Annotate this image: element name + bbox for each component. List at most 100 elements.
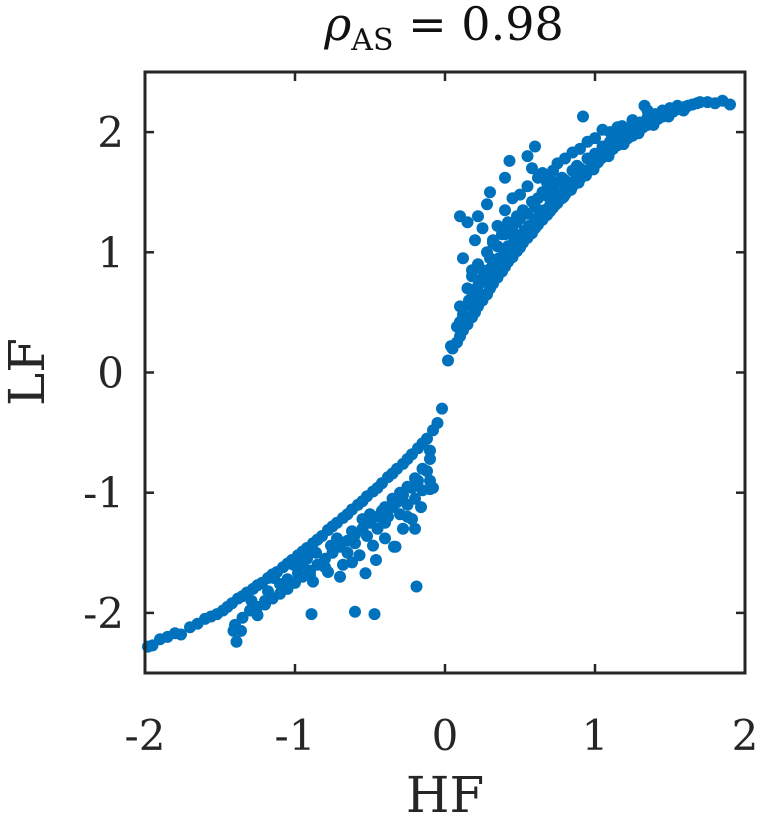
y-axis-label: LF: [0, 338, 56, 406]
data-point: [346, 556, 358, 569]
data-point: [497, 255, 510, 268]
title-symbol: ρ: [323, 0, 351, 51]
data-point: [454, 300, 466, 313]
data-point: [499, 171, 511, 184]
data-point: [476, 264, 489, 277]
data-point: [496, 228, 508, 241]
data-point: [559, 174, 571, 187]
data-point: [382, 510, 394, 523]
data-point: [262, 585, 274, 598]
data-point: [461, 282, 474, 295]
data-point: [512, 239, 525, 252]
data-point: [604, 135, 616, 148]
data-point: [341, 546, 354, 559]
data-point: [389, 540, 402, 553]
data-point: [397, 489, 409, 502]
data-point: [349, 537, 361, 550]
data-point: [307, 575, 319, 588]
data-point: [367, 539, 379, 552]
data-point: [565, 183, 577, 196]
data-point: [368, 608, 381, 621]
data-point: [268, 572, 280, 584]
y-tick-label: -2: [83, 589, 124, 638]
data-point: [520, 230, 532, 243]
data-point: [490, 266, 502, 279]
x-tick-label: 2: [732, 711, 758, 760]
data-point: [638, 99, 651, 112]
data-point: [334, 570, 346, 583]
data-point: [503, 154, 516, 167]
data-point: [310, 546, 322, 559]
data-point: [287, 558, 300, 571]
data-point: [415, 501, 427, 514]
data-point: [409, 522, 421, 535]
x-axis-label: HF: [406, 766, 484, 819]
data-point: [481, 198, 493, 211]
data-point: [361, 530, 373, 542]
data-point: [251, 609, 264, 622]
data-point: [421, 465, 433, 478]
data-point: [514, 188, 526, 201]
data-point: [337, 558, 349, 571]
data-point: [230, 635, 243, 648]
data-point: [421, 432, 433, 445]
data-point: [410, 580, 423, 593]
data-point: [544, 171, 556, 184]
data-point: [616, 120, 628, 133]
data-point: [557, 191, 570, 203]
data-point: [370, 554, 382, 566]
plot-area-frame: [143, 70, 747, 675]
data-point: [521, 150, 534, 163]
data-point: [577, 110, 589, 123]
data-point: [527, 222, 540, 235]
data-point: [484, 252, 496, 265]
data-point: [596, 123, 609, 136]
x-tick-label: 1: [582, 711, 609, 760]
data-point: [346, 525, 358, 538]
data-point: [322, 566, 334, 578]
data-point: [331, 532, 343, 545]
data-point: [457, 252, 469, 265]
data-point: [245, 594, 258, 607]
data-point: [476, 222, 489, 235]
data-point: [175, 628, 187, 641]
data-point: [487, 236, 499, 249]
data-point: [529, 140, 541, 153]
data-point: [499, 204, 511, 217]
data-point: [521, 207, 534, 220]
data-point: [412, 474, 424, 487]
data-point: [617, 138, 630, 151]
data-point: [587, 163, 600, 176]
data-point: [445, 340, 457, 353]
data-point: [550, 198, 562, 211]
data-point: [424, 453, 436, 465]
data-point: [364, 508, 376, 521]
data-point: [461, 216, 474, 229]
data-point: [574, 142, 586, 155]
data-point: [475, 288, 487, 301]
data-point: [431, 417, 444, 429]
data-point: [436, 402, 448, 415]
y-tick-label: 1: [97, 228, 124, 277]
data-point: [677, 104, 690, 117]
data-point: [305, 608, 318, 621]
data-point: [460, 318, 472, 331]
data-point: [482, 277, 495, 290]
data-point: [469, 234, 481, 247]
data-point: [409, 492, 421, 505]
ticks-layer: -2 -1 0 1 2 -2 -1 0 1 2: [83, 72, 758, 760]
data-point: [236, 611, 249, 624]
data-point: [353, 549, 366, 562]
y-tick-label: -1: [83, 469, 124, 518]
data-point: [589, 132, 601, 145]
data-point: [281, 573, 294, 586]
data-point: [427, 481, 439, 494]
chart-title: ρAS = 0.98: [323, 0, 563, 58]
data-point: [542, 206, 555, 219]
data-point: [626, 114, 639, 127]
data-point: [589, 147, 601, 160]
data-point: [526, 162, 538, 175]
y-tick-label: 2: [97, 108, 124, 157]
data-point: [662, 110, 675, 123]
